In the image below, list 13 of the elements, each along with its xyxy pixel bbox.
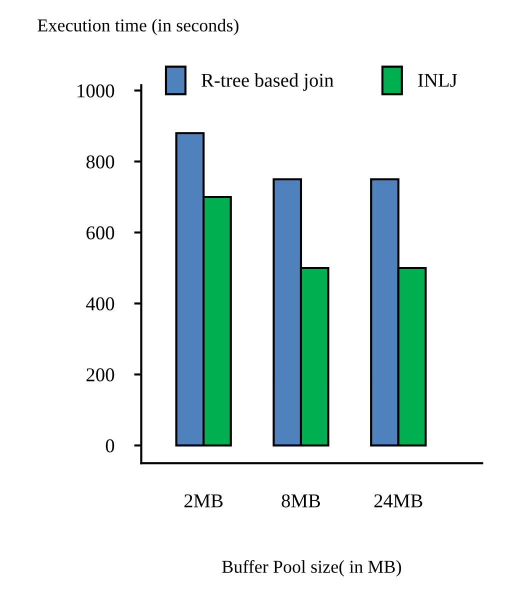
x-tick-label: 2MB [184,494,223,508]
legend-label: R-tree based join [202,73,334,91]
y-tick-label: 600 [86,226,114,240]
y-tick-label: 1000 [78,84,114,98]
y-tick-label: 200 [86,368,114,382]
chart-title: Execution time (in seconds) [38,18,238,36]
x-tick-label: 24MB [374,494,422,508]
legend-label: INLJ [418,74,457,87]
y-tick-label: 0 [106,439,114,452]
x-tick-label: 8MB [282,494,320,508]
y-tick-label: 800 [86,155,114,168]
y-tick-label: 400 [86,297,114,310]
x-axis-title: Buffer Pool size( in MB) [222,560,402,577]
